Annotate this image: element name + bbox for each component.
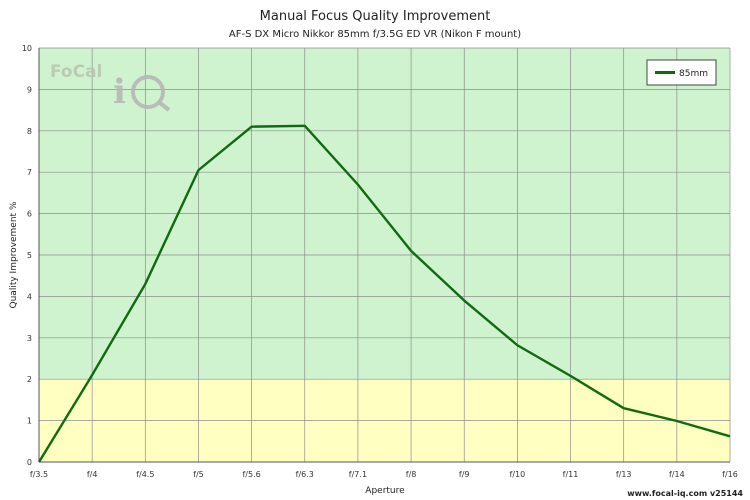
logo-text: FoCal: [50, 62, 102, 82]
y-tick-label-4: 4: [27, 292, 32, 301]
series-lines: [37, 124, 731, 463]
x-tick-label-6: f/7.1: [349, 470, 367, 479]
x-tick-label-5: f/6.3: [296, 470, 314, 479]
y-tick-labels: 0 1 2 3 4 5 6 7 8 9 10: [22, 44, 32, 467]
magnifier-icon: [131, 75, 165, 109]
x-tick-label-1: f/4: [87, 470, 98, 479]
x-tick-label-10: f/11: [563, 470, 579, 479]
footer-text: www.focal-iq.com v25144: [627, 489, 743, 498]
chart-title: Manual Focus Quality Improvement: [260, 9, 491, 24]
series-line-0: [37, 124, 731, 463]
y-tick-label-8: 8: [27, 127, 32, 136]
legend: 85mm: [646, 59, 717, 86]
y-tick-label-0: 0: [27, 458, 32, 467]
y-axis-label: Quality Improvement %: [9, 201, 19, 308]
x-tick-labels: f/3.5 f/4 f/4.5 f/5 f/5.6 f/6.3 f/7.1 f/8 f/9 f/1…: [30, 470, 738, 479]
chart-subtitle: AF-S DX Micro Nikkor 85mm f/3.5G ED VR (…: [229, 29, 521, 40]
y-tick-label-6: 6: [27, 210, 32, 219]
y-tick-label-10: 10: [22, 44, 32, 53]
y-tick-label-5: 5: [27, 251, 32, 260]
x-tick-label-3: f/5: [193, 470, 204, 479]
magnifier-handle-icon: [158, 101, 171, 112]
legend-label: 85mm: [679, 69, 708, 79]
y-tick-label-1: 1: [27, 417, 32, 426]
y-tick-label-2: 2: [27, 375, 32, 384]
y-tick-label-9: 9: [27, 85, 32, 94]
y-tick-label-3: 3: [27, 334, 32, 343]
x-tick-label-13: f/16: [722, 470, 738, 479]
x-tick-label-7: f/8: [406, 470, 417, 479]
x-axis-label: Aperture: [365, 486, 405, 496]
x-tick-label-9: f/10: [510, 470, 526, 479]
x-tick-label-0: f/3.5: [30, 470, 48, 479]
logo-i-glyph: i: [113, 72, 126, 112]
axes: [38, 48, 730, 463]
x-tick-label-2: f/4.5: [136, 470, 154, 479]
x-tick-label-12: f/14: [669, 470, 685, 479]
x-tick-label-11: f/13: [616, 470, 632, 479]
focal-logo: FoCal i: [50, 62, 171, 112]
x-tick-label-4: f/5.6: [242, 470, 260, 479]
x-tick-label-8: f/9: [459, 470, 470, 479]
y-tick-label-7: 7: [27, 168, 32, 177]
